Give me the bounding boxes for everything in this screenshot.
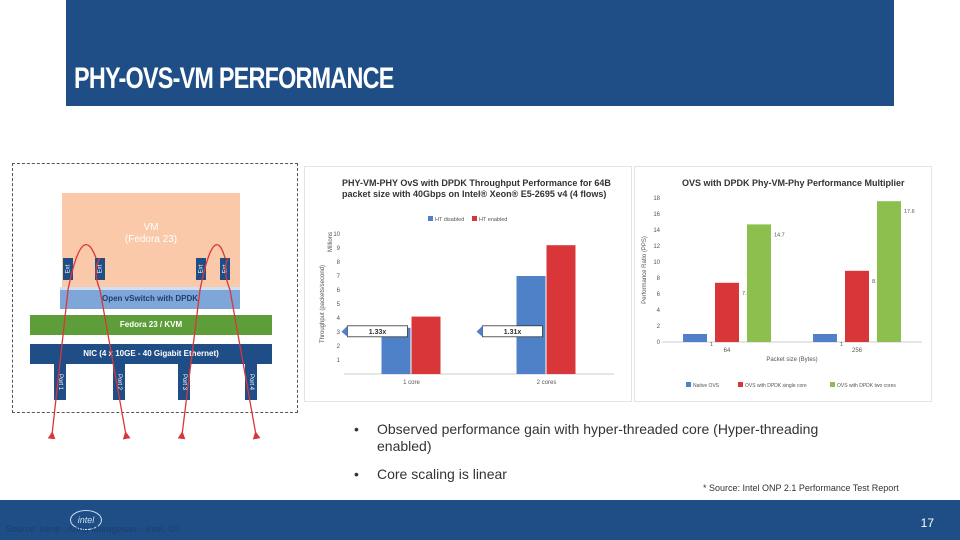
legend-swatch (738, 382, 743, 387)
speedup-label: 1.33x (369, 329, 387, 336)
footer-credit: Source: Irene · Anbu Murugesan – Intel, … (6, 524, 181, 534)
legend-label: OVS with DPDK two cores (837, 383, 896, 389)
flow-arrow-1 (47, 244, 97, 440)
bar-ovs-with-dpdk-two-cores (877, 201, 901, 342)
y-tick-label: 6 (657, 292, 661, 298)
bar-ovs-with-dpdk-single-core (715, 282, 739, 342)
y-tick-label: 7 (337, 274, 341, 280)
source-note: * Source: Intel ONP 2.1 Performance Test… (703, 483, 899, 493)
data-label: 14.7 (774, 232, 785, 238)
bar-native-ovs (683, 334, 707, 342)
vm-os: (Fedora 23) (124, 234, 178, 245)
y-tick-label: 8 (657, 276, 661, 282)
vm-title: VM (143, 222, 159, 233)
bullet-1: Observed performance gain with hyper-thr… (377, 421, 819, 454)
speedup-arrow-icon (476, 325, 483, 337)
flow-arrow-3 (177, 244, 226, 440)
footer-band (0, 500, 960, 540)
y-tick-label: 5 (337, 302, 341, 308)
data-label: 1 (840, 342, 843, 348)
legend-swatch (686, 382, 691, 387)
y-tick-label: 4 (337, 316, 341, 322)
bullet-mark: • (354, 466, 359, 482)
nic-port-2: Port 2 (113, 364, 125, 400)
y-tick-label: 14 (653, 228, 660, 234)
legend-swatch (428, 216, 433, 221)
multiplier-chart: Performance Ratio (PPS)02468101214161817… (642, 196, 922, 389)
flow-arrow-2 (95, 257, 131, 440)
data-label: 8.9 (872, 279, 880, 285)
title-band (66, 0, 894, 106)
y-axis-label: Performance Ratio (PPS) (642, 236, 648, 304)
ext-port-1: Ext (63, 258, 73, 280)
y-tick-label: 10 (653, 260, 660, 266)
ext-port-2: Ext (95, 258, 105, 280)
x-tick-label: 256 (852, 348, 863, 354)
data-label: 17.6 (904, 209, 915, 215)
legend-swatch (472, 216, 477, 221)
speedup-label: 1.31x (504, 329, 522, 336)
y-tick-label: 1 (337, 358, 341, 364)
y-tick-label: 2 (337, 344, 341, 350)
speedup-arrow-icon (341, 325, 348, 337)
y-tick-label: 3 (337, 330, 341, 336)
y-tick-label: 6 (337, 288, 341, 294)
bar-native-ovs (813, 334, 837, 342)
multiplier-chart-title: OVS with DPDK Phy-VM-Phy Performance Mul… (682, 178, 905, 188)
bullet-2: Core scaling is linear (377, 466, 507, 482)
y-axis-label: Throughput (packets/second) (320, 265, 326, 343)
slide-title: PHY-OVS-VM PERFORMANCE (74, 62, 394, 95)
y-tick-label: 4 (657, 308, 661, 314)
architecture-diagram (12, 163, 298, 413)
x-axis-label: Packet size (Bytes) (766, 357, 817, 363)
legend-label: OVS with DPDK single core (745, 383, 807, 389)
kvm-layer: Fedora 23 / KVM (30, 315, 272, 335)
legend-label: HT enabled (479, 217, 507, 223)
flow-arrow-4 (224, 257, 261, 440)
y-tick-label: 2 (657, 324, 661, 330)
throughput-chart-panel (304, 166, 632, 402)
bar-ht-disabled (516, 276, 546, 374)
bar-ht-enabled (546, 245, 576, 374)
y-axis-unit: Millions (328, 232, 334, 252)
data-label: 7.4 (742, 291, 750, 297)
legend-label: Native OVS (693, 383, 720, 389)
page-number: 17 (920, 516, 934, 530)
nic-layer: NIC (4 x 10GE - 40 Gigabit Ethernet) (30, 344, 272, 364)
y-tick-label: 8 (337, 260, 341, 266)
data-label: 1 (710, 342, 713, 348)
vm-label: VM (Fedora 23) (62, 222, 240, 246)
y-tick-label: 0 (657, 340, 661, 346)
x-tick-label: 64 (724, 348, 731, 354)
legend-label: HT disabled (435, 217, 464, 223)
bar-ht-enabled (411, 316, 441, 374)
y-tick-label: 18 (653, 196, 660, 202)
y-tick-label: 9 (337, 246, 341, 252)
vm-block (62, 193, 240, 287)
ovs-layer: Open vSwitch with DPDK (60, 287, 240, 309)
intel-logo-icon: intel (70, 510, 102, 530)
bar-ovs-with-dpdk-single-core (845, 270, 869, 342)
legend-swatch (830, 382, 835, 387)
ext-port-3: Ext (196, 258, 206, 280)
throughput-chart: Throughput (packets/second) Millions 1 2 3 4 5… (320, 216, 614, 386)
y-tick-label: 10 (333, 232, 340, 238)
y-tick-label: 16 (653, 212, 660, 218)
y-tick-label: 12 (653, 244, 660, 250)
x-tick-label: 2 cores (537, 380, 557, 386)
throughput-chart-title: PHY-VM-PHY OvS with DPDK Throughput Perf… (342, 178, 611, 199)
bar-ovs-with-dpdk-two-cores (747, 224, 771, 342)
bullet-mark: • (354, 421, 359, 437)
x-tick-label: 1 core (403, 380, 420, 386)
